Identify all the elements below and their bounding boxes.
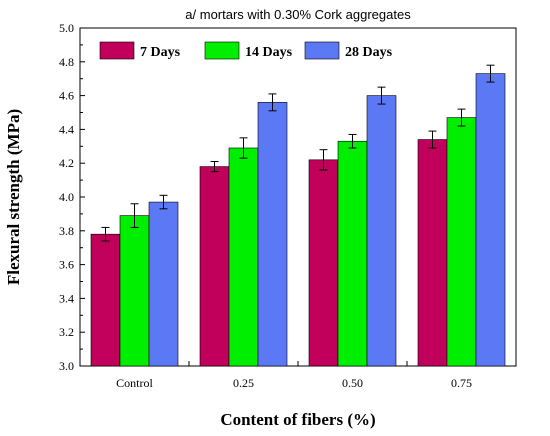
y-axis-title: Flexural strength (MPa) — [4, 109, 23, 285]
legend-swatch — [204, 41, 240, 60]
legend-label: 14 Days — [245, 45, 293, 60]
bar-14-days — [337, 140, 368, 367]
chart-title: a/ mortars with 0.30% Cork aggregates — [185, 7, 411, 22]
x-axis: Control 0.25 0.50 0.75 — [116, 361, 472, 390]
y-tick-label: 3.8 — [59, 224, 74, 238]
x-axis-title: Content of fibers (%) — [220, 410, 375, 429]
legend-swatch — [304, 41, 340, 60]
legend: 7 Days 14 Days 28 Days — [99, 41, 393, 60]
legend-swatch — [99, 41, 135, 60]
bar-28-days — [366, 95, 397, 367]
y-tick-label: 4.2 — [59, 156, 74, 170]
y-tick-label: 3.2 — [59, 325, 74, 339]
error-bars-layer — [101, 64, 495, 242]
bar-7-days — [417, 139, 448, 367]
y-axis: 3.0 3.2 3.4 3.6 3.8 4.0 4.2 4.4 4.6 4.8 5.0 — [59, 21, 85, 373]
bar-28-days — [475, 73, 506, 367]
legend-label: 7 Days — [140, 45, 181, 60]
y-tick-label: 5.0 — [59, 21, 74, 35]
x-tick-label: 0.50 — [342, 376, 363, 390]
y-tick-label: 4.6 — [59, 89, 74, 103]
y-tick-label: 4.8 — [59, 55, 74, 69]
bar-14-days — [228, 147, 259, 367]
y-tick-label: 3.4 — [59, 291, 74, 305]
x-tick-label: Control — [116, 376, 153, 390]
y-tick-label: 3.0 — [59, 359, 74, 373]
bar-7-days — [90, 233, 121, 367]
y-tick-label: 3.6 — [59, 258, 74, 272]
x-tick-label: 0.75 — [451, 376, 472, 390]
legend-label: 28 Days — [345, 45, 393, 60]
bar-7-days — [199, 166, 230, 367]
y-tick-label: 4.0 — [59, 190, 74, 204]
y-tick-label: 4.4 — [59, 122, 74, 136]
bar-14-days — [119, 215, 150, 367]
bar-14-days — [446, 117, 477, 367]
x-tick-label: 0.25 — [233, 376, 254, 390]
bar-7-days — [308, 159, 339, 367]
bar-28-days — [257, 102, 288, 367]
bar-28-days — [148, 201, 179, 367]
bars-layer — [90, 73, 506, 367]
